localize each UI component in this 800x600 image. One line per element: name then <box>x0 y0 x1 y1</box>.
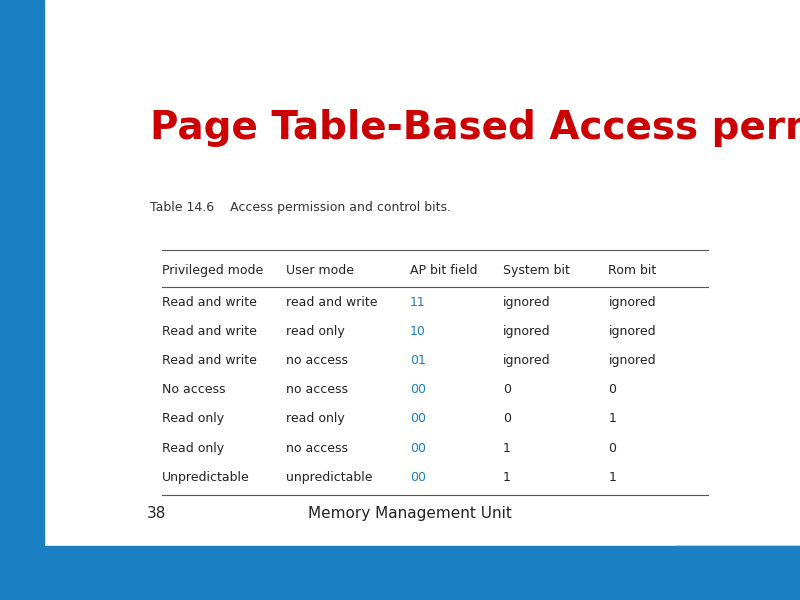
Text: 10: 10 <box>410 325 426 338</box>
Text: 0: 0 <box>503 412 511 425</box>
Text: Read and write: Read and write <box>162 296 257 309</box>
Text: ignored: ignored <box>503 296 550 309</box>
Text: Read and write: Read and write <box>162 325 257 338</box>
Text: Table 14.6    Access permission and control bits.: Table 14.6 Access permission and control… <box>150 202 450 214</box>
Text: ignored: ignored <box>608 325 656 338</box>
Text: 00: 00 <box>410 442 426 455</box>
Text: Read only: Read only <box>162 412 224 425</box>
Text: read only: read only <box>286 412 345 425</box>
Text: 00: 00 <box>410 383 426 397</box>
Text: 1: 1 <box>608 471 616 484</box>
Text: Memory Management Unit: Memory Management Unit <box>308 506 512 521</box>
Text: read only: read only <box>286 325 345 338</box>
Text: 1: 1 <box>608 412 616 425</box>
Text: ignored: ignored <box>608 354 656 367</box>
Text: ignored: ignored <box>608 296 656 309</box>
Text: AP bit field: AP bit field <box>410 264 478 277</box>
Text: 1: 1 <box>503 442 511 455</box>
Text: 0: 0 <box>503 383 511 397</box>
Text: User mode: User mode <box>286 264 354 277</box>
Text: no access: no access <box>286 383 348 397</box>
Text: 0: 0 <box>608 383 616 397</box>
Text: 00: 00 <box>410 471 426 484</box>
Text: unpredictable: unpredictable <box>286 471 373 484</box>
Text: Rom bit: Rom bit <box>608 264 657 277</box>
Text: No access: No access <box>162 383 226 397</box>
Text: 1: 1 <box>503 471 511 484</box>
Text: ignored: ignored <box>503 354 550 367</box>
Text: 11: 11 <box>410 296 426 309</box>
Text: no access: no access <box>286 354 348 367</box>
Text: 0: 0 <box>608 442 616 455</box>
Text: Read only: Read only <box>162 442 224 455</box>
Text: Page Table-Based Access permission: Page Table-Based Access permission <box>150 109 800 147</box>
Text: ®: ® <box>691 503 699 512</box>
Text: 01: 01 <box>410 354 426 367</box>
Text: no access: no access <box>286 442 348 455</box>
Text: Unpredictable: Unpredictable <box>162 471 250 484</box>
Text: ARM: ARM <box>638 501 701 525</box>
Text: ignored: ignored <box>503 325 550 338</box>
Text: 00: 00 <box>410 412 426 425</box>
Text: read and write: read and write <box>286 296 378 309</box>
Text: System bit: System bit <box>503 264 570 277</box>
Text: 38: 38 <box>146 506 166 521</box>
Text: Read and write: Read and write <box>162 354 257 367</box>
Text: Privileged mode: Privileged mode <box>162 264 263 277</box>
